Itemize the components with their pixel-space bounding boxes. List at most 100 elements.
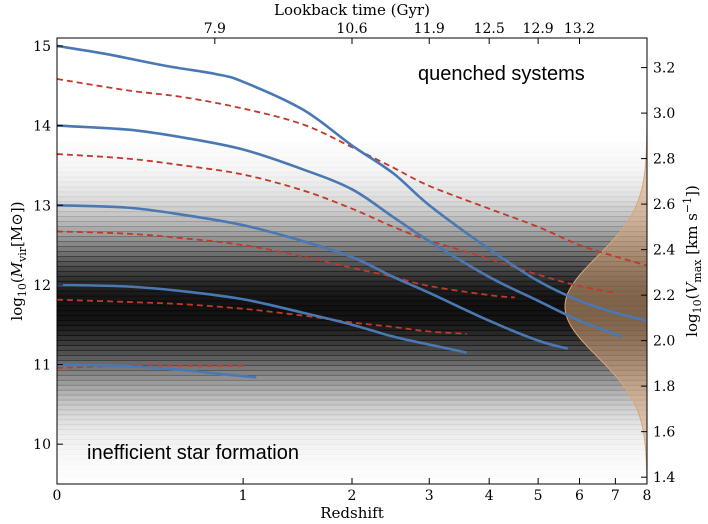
x-tick-label: 7 [611, 488, 620, 504]
band-strip [57, 335, 647, 341]
mass-track-3 [57, 203, 569, 350]
top-tick-label: 13.2 [564, 21, 595, 37]
right-tick-label: 2.4 [653, 243, 675, 259]
band-strip [57, 275, 647, 282]
annotation-inefficient: inefficient star formation [87, 442, 299, 464]
band-strip [57, 166, 647, 173]
x-tick-label: 5 [534, 488, 543, 504]
x-tick-label: 2 [348, 488, 357, 504]
band-strip [57, 379, 647, 386]
x-tick-label: 1 [239, 488, 248, 504]
band-strip [57, 191, 647, 198]
right-tick-label: 2.8 [653, 152, 675, 168]
band-strip [57, 384, 647, 391]
band-strip [57, 176, 647, 183]
band-strip [57, 464, 647, 470]
top-tick-label: 12.5 [474, 21, 505, 37]
band-strip [57, 265, 647, 272]
band-strip [57, 256, 647, 262]
x-axis-title: Redshift [320, 504, 384, 522]
mass-tracks [57, 44, 647, 379]
band-strip [57, 409, 647, 416]
band-strip [57, 305, 647, 312]
band-strip [57, 231, 647, 237]
x-tick-label: 4 [485, 488, 494, 504]
band-strip [57, 285, 647, 292]
band-strip [57, 419, 647, 426]
vmax-track-2 [57, 153, 616, 294]
band-strip [57, 394, 647, 401]
band-strip [57, 157, 647, 163]
band-strip [57, 241, 647, 247]
band-strip [57, 201, 647, 208]
top-tick-label: 7.9 [204, 21, 226, 37]
band-strip [57, 404, 647, 411]
axes-ticks: 0 1 2 3 4 5 6 7 87.9 10.6 11.9 12.5 12.9 13.210111213… [33, 21, 675, 504]
band-strip [57, 162, 647, 168]
band-strip [57, 429, 647, 436]
band-strip [57, 251, 647, 257]
right-tick-label: 3.0 [653, 106, 675, 122]
x-tick-label: 6 [575, 488, 584, 504]
band-strip [57, 261, 647, 267]
top-tick-label: 12.9 [523, 21, 554, 37]
left-tick-label: 13 [33, 198, 51, 214]
band-strip [57, 414, 647, 421]
band-strip [57, 320, 647, 327]
band-strip [57, 226, 647, 232]
band-strip [57, 290, 647, 297]
x-tick-label: 8 [643, 488, 652, 504]
x-tick-label: 3 [425, 488, 434, 504]
band-strip [57, 216, 647, 222]
band-strip [57, 171, 647, 178]
band-strip [57, 370, 647, 376]
band-strip [57, 399, 647, 406]
band-strip [57, 365, 647, 371]
mass-track-4 [57, 283, 468, 354]
mass-track-1 [57, 44, 647, 322]
vmax-track-5 [57, 364, 244, 369]
left-tick-label: 11 [33, 358, 51, 374]
plot-area [57, 38, 647, 484]
band-strip [57, 389, 647, 396]
band-strip [57, 246, 647, 252]
band-strip [57, 355, 647, 361]
band-strip [57, 360, 647, 366]
top-axis-title: Lookback time (Gyr) [274, 1, 430, 19]
vmax-track-4 [57, 298, 467, 335]
right-tick-label: 2.0 [653, 334, 675, 350]
band-strip [57, 310, 647, 317]
vmax-track-1 [57, 78, 647, 267]
band-strip [57, 330, 647, 336]
vmax-track-3 [57, 230, 515, 299]
right-tick-label: 1.6 [653, 425, 675, 441]
band-strip [57, 439, 647, 445]
band-strip [57, 444, 647, 450]
annotation-quenched: quenched systems [418, 63, 585, 85]
left-tick-label: 12 [33, 278, 51, 294]
x-tick-label: 0 [53, 488, 62, 504]
band-strip [57, 340, 647, 346]
left-tick-label: 14 [33, 119, 51, 135]
left-tick-label: 15 [33, 39, 51, 55]
band-strip [57, 295, 647, 302]
top-tick-label: 11.9 [414, 21, 445, 37]
band-strip [57, 236, 647, 242]
band-strip [57, 221, 647, 227]
mass-track-5 [57, 363, 257, 379]
right-axis-title: log10(Vmax [km s−1]) [681, 185, 704, 337]
band-strip [57, 152, 647, 158]
left-tick-label: 10 [33, 437, 51, 453]
right-tick-label: 1.8 [653, 379, 675, 395]
band-strip [57, 300, 647, 307]
right-tick-label: 1.4 [653, 470, 675, 486]
band-strip [57, 424, 647, 431]
band-strip [57, 181, 647, 188]
band-strip [57, 374, 647, 381]
band-strip [57, 434, 647, 440]
right-tick-label: 3.2 [653, 61, 675, 77]
band-strip [57, 345, 647, 351]
top-tick-label: 10.6 [336, 21, 367, 37]
band-strip [57, 211, 647, 217]
